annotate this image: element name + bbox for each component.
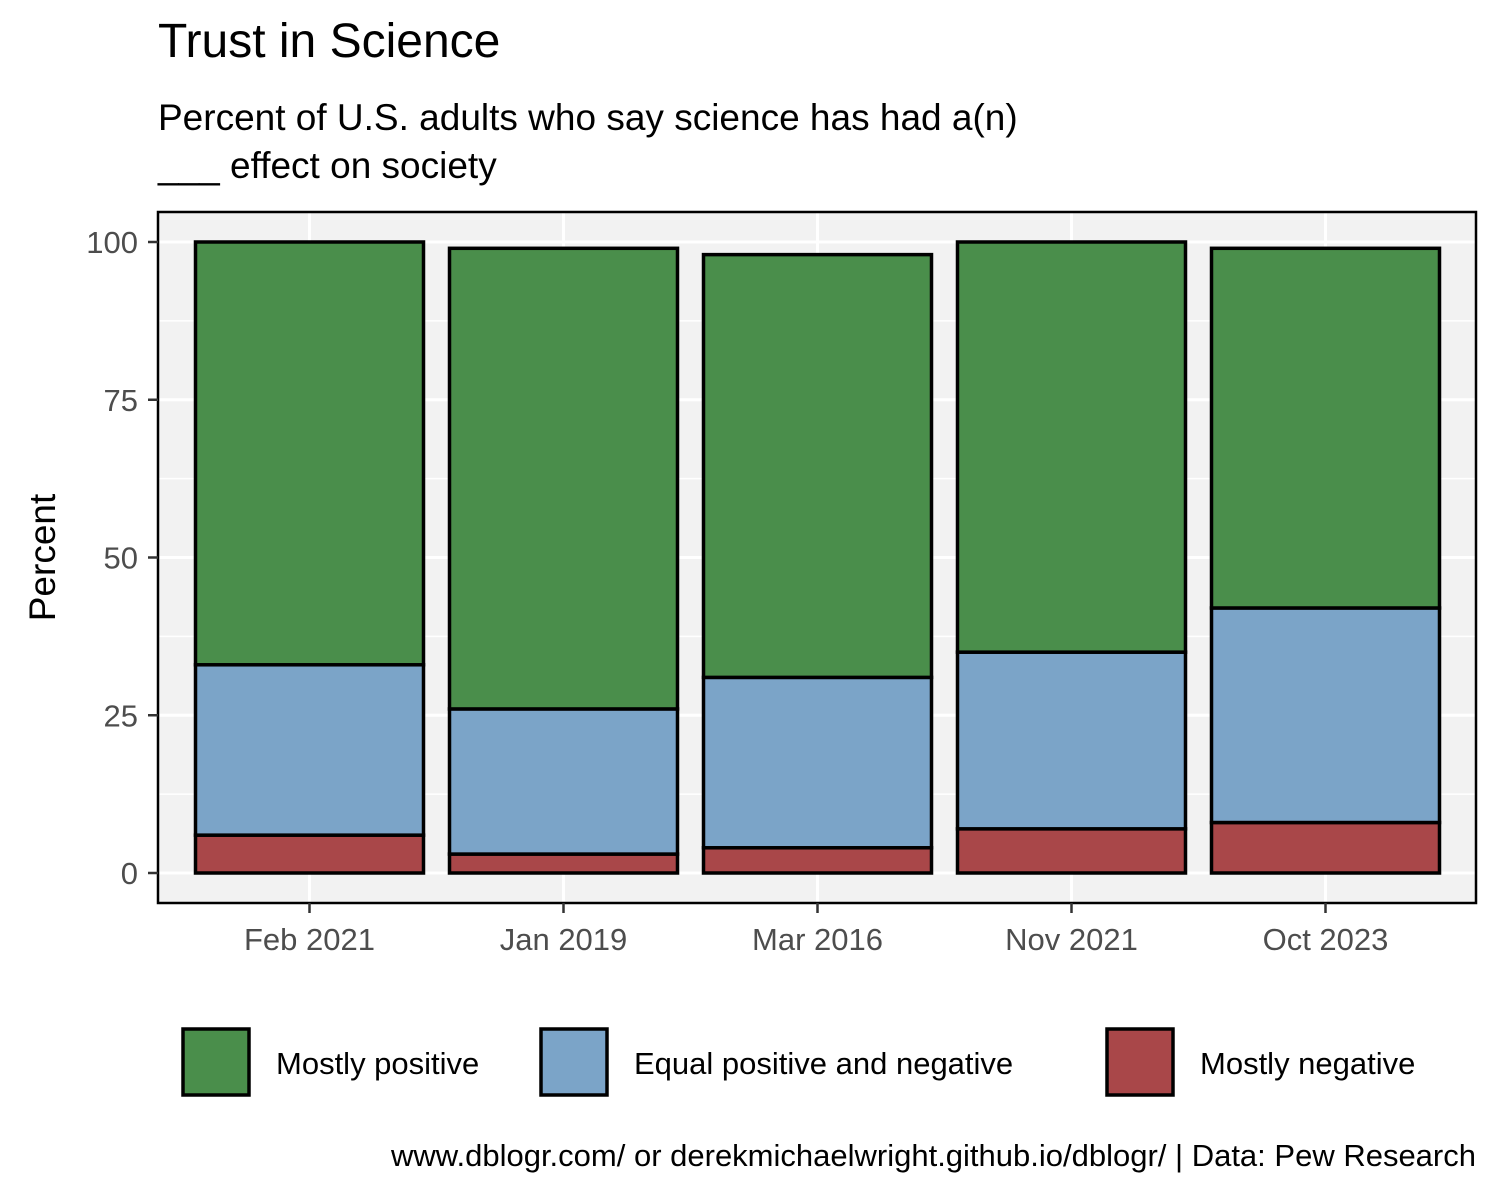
bar-segment-mostly-positive [955,240,1188,654]
bar-segment-equal-positive-and-negative [701,675,934,850]
chart-title: Trust in Science [158,15,501,68]
x-tick-label: Jan 2019 [500,922,628,957]
bar-segment-mostly-negative [447,852,680,875]
y-axis-title: Percent [22,493,63,621]
chart-subtitle: Percent of U.S. adults who say science h… [158,94,1458,190]
axes-layer: 0 25 50 75 100 Feb 2021 Jan 2019 Mar 2016 Nov 20… [22,225,1388,957]
y-tick-label: 100 [86,225,138,260]
x-tick-label: Mar 2016 [752,922,883,957]
bar-segment-mostly-negative [701,846,934,875]
x-tick-label: Feb 2021 [244,922,375,957]
x-tick-label: Oct 2023 [1263,922,1389,957]
bars-layer [193,240,1442,875]
bar-segment-mostly-positive [447,246,680,711]
legend-label: Mostly negative [1200,1046,1415,1081]
subtitle-line-2: ___ effect on society [158,145,497,186]
bar-segment-mostly-negative [955,827,1188,875]
legend-label: Equal positive and negative [634,1046,1013,1081]
y-tick-label: 0 [121,856,138,891]
legend: Mostly positive Equal positive and negati… [181,1027,1415,1097]
legend-swatch [1105,1027,1175,1097]
subtitle-line-1: Percent of U.S. adults who say science h… [158,97,1018,138]
y-tick-label: 75 [104,383,138,418]
bar-segment-mostly-positive [1209,246,1442,610]
x-tick-label: Nov 2021 [1005,922,1138,957]
bar-segment-mostly-positive [701,252,934,680]
bar-segment-equal-positive-and-negative [1209,606,1442,825]
legend-label: Mostly positive [276,1046,479,1081]
bar-segment-mostly-positive [193,240,426,667]
bar-segment-equal-positive-and-negative [955,650,1188,831]
bar-segment-equal-positive-and-negative [447,707,680,856]
bar-segment-equal-positive-and-negative [193,663,426,837]
legend-swatch [181,1027,251,1097]
y-tick-label: 50 [104,541,138,576]
bar-segment-mostly-negative [193,833,426,875]
source-caption: www.dblogr.com/ or derekmichaelwright.gi… [391,1138,1476,1173]
legend-swatch [539,1027,609,1097]
y-tick-label: 25 [104,698,138,733]
bar-segment-mostly-negative [1209,820,1442,875]
